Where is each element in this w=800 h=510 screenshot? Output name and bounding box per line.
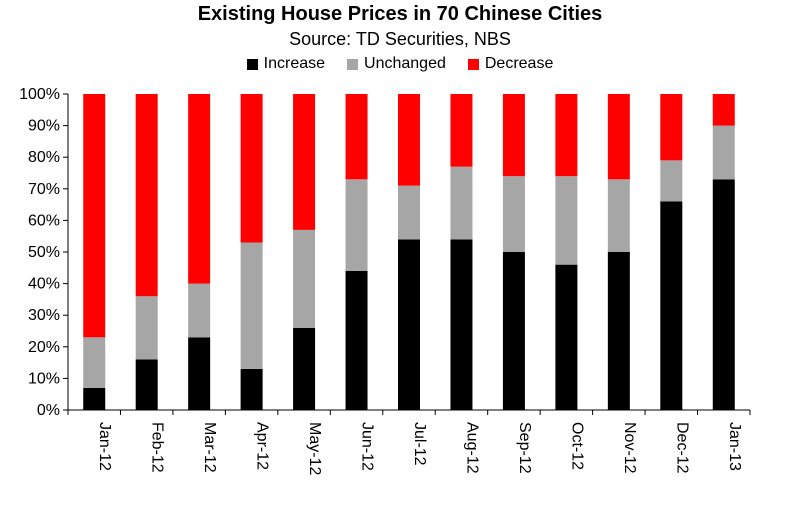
legend-swatch-unchanged <box>347 58 359 70</box>
bar-increase-nov-12 <box>607 252 630 410</box>
legend-label-decrease: Decrease <box>484 55 554 72</box>
legend-swatch-increase <box>246 58 258 70</box>
y-tick-label: 100% <box>19 86 60 103</box>
x-tick-label: Sep-12 <box>516 422 533 474</box>
bar-unchanged-apr-12 <box>240 242 263 369</box>
bar-unchanged-jan-13 <box>712 125 735 180</box>
y-tick-label: 60% <box>28 212 60 229</box>
y-tick-label: 30% <box>28 307 60 324</box>
bar-unchanged-sep-12 <box>502 176 525 252</box>
bar-decrease-jan-12 <box>83 94 106 338</box>
bar-decrease-mar-12 <box>188 94 211 284</box>
y-tick-label: 20% <box>28 339 60 356</box>
legend-item-increase: Increase <box>246 55 326 73</box>
legend-swatch-decrease <box>467 58 479 70</box>
legend-item-unchanged: Unchanged <box>347 55 446 73</box>
bar-decrease-jul-12 <box>398 94 420 186</box>
x-tick-label: Nov-12 <box>621 422 638 474</box>
bar-increase-may-12 <box>293 327 316 410</box>
bar-decrease-nov-12 <box>607 94 630 180</box>
y-tick-label: 0% <box>37 402 60 419</box>
bar-decrease-apr-12 <box>240 94 263 243</box>
bar-increase-feb-12 <box>135 359 158 410</box>
legend-item-decrease: Decrease <box>467 55 554 73</box>
x-tick-label: Apr-12 <box>254 422 271 470</box>
x-tick-label: Aug-12 <box>463 422 480 474</box>
y-tick-label: 80% <box>28 149 60 166</box>
chart-title: Existing House Prices in 70 Chinese Citi… <box>197 3 603 25</box>
x-tick-label: Oct-12 <box>568 422 585 470</box>
bar-decrease-aug-12 <box>450 94 473 167</box>
bar-increase-jul-12 <box>398 239 420 410</box>
bar-unchanged-feb-12 <box>135 296 158 360</box>
bar-unchanged-jan-12 <box>83 337 106 388</box>
bar-increase-dec-12 <box>660 201 683 410</box>
bar-unchanged-nov-12 <box>607 179 630 252</box>
y-tick-label: 40% <box>28 276 60 293</box>
bar-decrease-may-12 <box>293 94 316 230</box>
x-tick-label: May-12 <box>306 422 323 475</box>
bar-increase-jun-12 <box>345 270 368 410</box>
legend-label-unchanged: Unchanged <box>364 55 446 72</box>
bar-increase-jan-13 <box>712 179 735 410</box>
y-tick-label: 50% <box>28 244 60 261</box>
bar-decrease-sep-12 <box>502 94 525 177</box>
chart-subtitle: Source: TD Securities, NBS <box>289 29 511 49</box>
x-tick-label: Feb-12 <box>149 422 166 473</box>
x-tick-label: Jun-12 <box>359 422 376 471</box>
bar-decrease-feb-12 <box>135 94 158 297</box>
bar-unchanged-mar-12 <box>188 283 211 338</box>
bar-unchanged-jul-12 <box>398 185 420 240</box>
y-tick-label: 90% <box>28 118 60 135</box>
bar-unchanged-may-12 <box>293 229 316 328</box>
x-tick-label: Jul-12 <box>411 422 428 466</box>
x-tick-label: Dec-12 <box>673 422 690 474</box>
y-tick-label: 70% <box>28 181 60 198</box>
bar-decrease-jun-12 <box>345 94 368 180</box>
x-tick-label: Jan-13 <box>726 422 743 471</box>
bar-unchanged-jun-12 <box>345 179 368 271</box>
bar-decrease-jan-13 <box>712 94 735 126</box>
bar-increase-jan-12 <box>83 387 106 410</box>
x-tick-label: Jan-12 <box>96 422 113 471</box>
bar-decrease-dec-12 <box>660 94 683 161</box>
bar-increase-oct-12 <box>555 264 578 410</box>
bar-increase-sep-12 <box>502 252 525 410</box>
bar-unchanged-aug-12 <box>450 166 473 240</box>
x-tick-label: Mar-12 <box>201 422 218 473</box>
bar-increase-mar-12 <box>188 337 211 410</box>
bar-unchanged-dec-12 <box>660 160 683 202</box>
bar-increase-apr-12 <box>240 368 263 410</box>
legend-label-increase: Increase <box>263 55 326 72</box>
bar-increase-aug-12 <box>450 239 473 410</box>
bar-unchanged-oct-12 <box>555 176 578 265</box>
legend: Increase Unchanged Decrease <box>0 55 800 73</box>
bar-decrease-oct-12 <box>555 94 578 177</box>
y-tick-label: 10% <box>28 370 60 387</box>
